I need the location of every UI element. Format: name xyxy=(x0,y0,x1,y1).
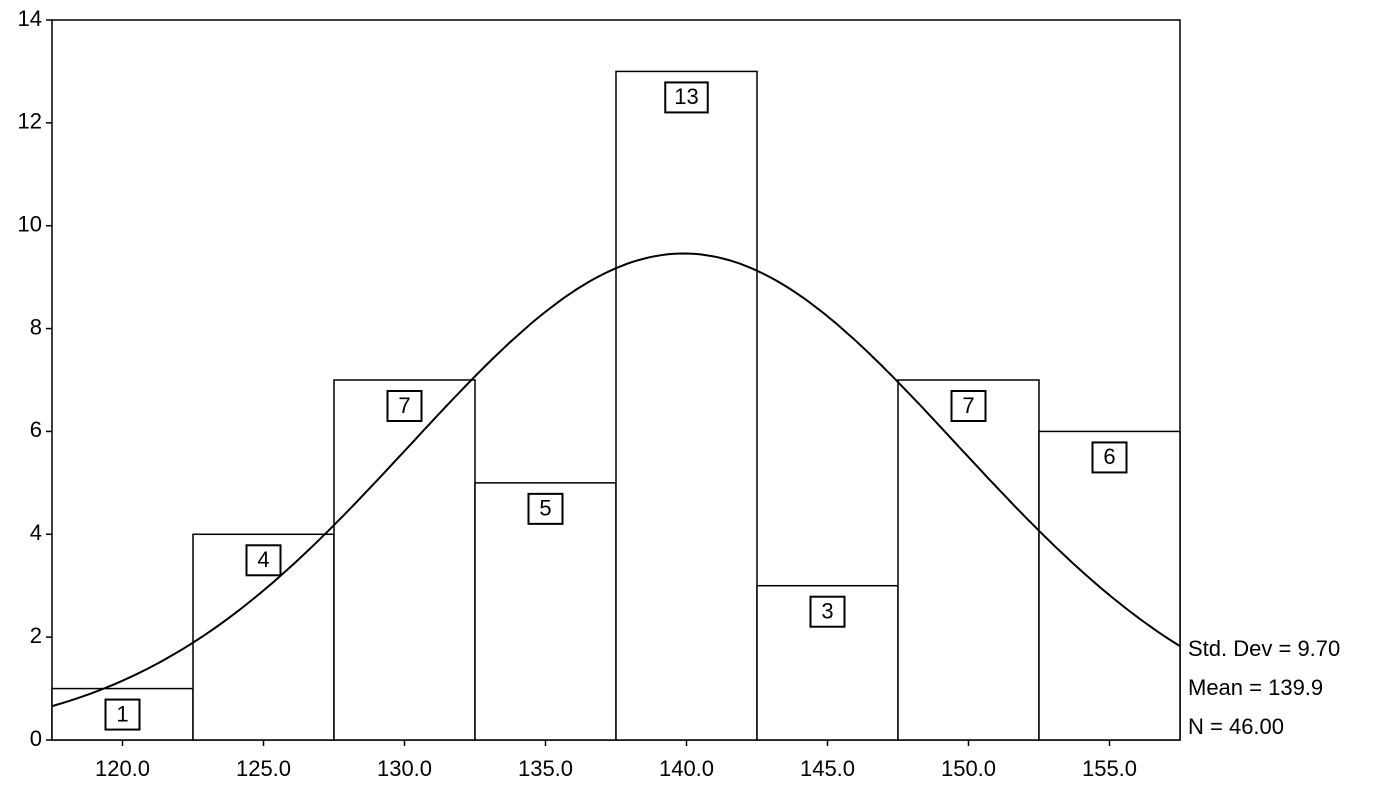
bar xyxy=(474,482,617,741)
y-tick-label: 8 xyxy=(30,314,42,339)
data-label-box xyxy=(664,81,709,114)
x-tick-label: 145.0 xyxy=(800,756,855,781)
data-label-box xyxy=(950,390,987,422)
bar xyxy=(1038,430,1181,741)
data-label-box xyxy=(386,390,423,422)
bar xyxy=(333,379,476,741)
normal-curve xyxy=(51,252,1181,708)
data-label: 6 xyxy=(1103,444,1115,469)
y-tick-label: 4 xyxy=(30,520,42,545)
x-tick-label: 135.0 xyxy=(518,756,573,781)
y-tick-label: 12 xyxy=(18,109,42,134)
x-tick-label: 120.0 xyxy=(95,756,150,781)
data-label: 4 xyxy=(257,547,269,572)
y-tick-label: 2 xyxy=(30,623,42,648)
y-tick-label: 0 xyxy=(30,726,42,751)
data-label: 1 xyxy=(116,701,128,726)
data-label: 5 xyxy=(539,496,551,521)
stat-annotation: Std. Dev = 9.70 xyxy=(1188,636,1340,661)
data-label: 7 xyxy=(962,393,974,418)
y-tick-label: 14 xyxy=(18,6,42,31)
bar xyxy=(897,379,1040,741)
data-label-box xyxy=(527,492,564,525)
data-label-box xyxy=(245,544,282,577)
data-label: 3 xyxy=(821,599,833,624)
stat-annotation: Mean = 139.9 xyxy=(1188,675,1323,700)
stat-annotation: N = 46.00 xyxy=(1188,714,1284,739)
x-tick-label: 125.0 xyxy=(236,756,291,781)
data-label: 13 xyxy=(674,84,698,109)
data-label-box xyxy=(1091,441,1128,474)
y-tick-label: 6 xyxy=(30,417,42,442)
data-label-box xyxy=(809,595,846,628)
x-tick-label: 155.0 xyxy=(1082,756,1137,781)
x-tick-label: 150.0 xyxy=(941,756,996,781)
data-label: 7 xyxy=(398,393,410,418)
x-tick-label: 130.0 xyxy=(377,756,432,781)
x-tick-label: 140.0 xyxy=(659,756,714,781)
bar xyxy=(615,70,758,741)
data-label-box xyxy=(104,698,141,731)
y-tick-label: 10 xyxy=(18,212,42,237)
